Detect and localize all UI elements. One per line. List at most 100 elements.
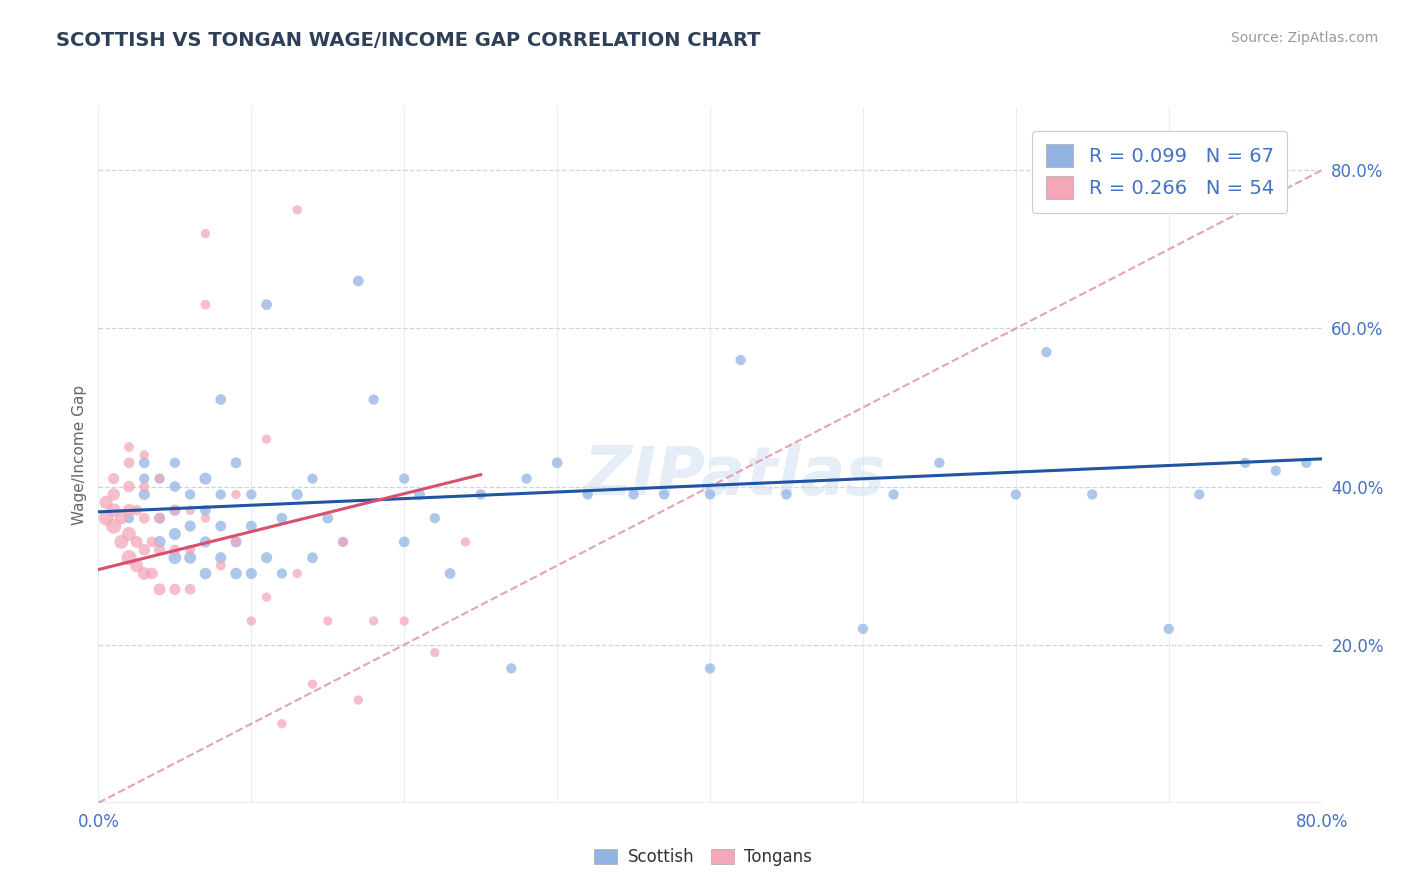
Point <box>118 503 141 517</box>
Point <box>118 479 141 493</box>
Point <box>179 519 201 533</box>
Point <box>392 472 416 486</box>
Point <box>285 202 308 217</box>
Text: SCOTTISH VS TONGAN WAGE/INCOME GAP CORRELATION CHART: SCOTTISH VS TONGAN WAGE/INCOME GAP CORRE… <box>56 31 761 50</box>
Point <box>285 487 308 501</box>
Point <box>179 487 201 501</box>
Point <box>775 487 797 501</box>
Point <box>118 511 141 525</box>
Point <box>225 534 247 549</box>
Point <box>194 227 217 241</box>
Point <box>623 487 645 501</box>
Point <box>134 542 156 557</box>
Point <box>179 503 201 517</box>
Point <box>928 456 950 470</box>
Point <box>163 582 186 597</box>
Point <box>1264 464 1286 478</box>
Point <box>423 646 446 660</box>
Y-axis label: Wage/Income Gap: Wage/Income Gap <box>72 384 87 525</box>
Point <box>110 511 132 525</box>
Point <box>134 472 156 486</box>
Point <box>194 534 217 549</box>
Point <box>256 432 278 446</box>
Point <box>240 519 263 533</box>
Point <box>194 511 217 525</box>
Point <box>470 487 492 501</box>
Point <box>118 440 141 454</box>
Point <box>256 591 278 605</box>
Point <box>392 614 416 628</box>
Point <box>149 511 172 525</box>
Point <box>103 472 125 486</box>
Point <box>209 519 232 533</box>
Point <box>163 542 186 557</box>
Point <box>179 582 201 597</box>
Point <box>332 534 354 549</box>
Point <box>125 503 148 517</box>
Point <box>134 448 156 462</box>
Point <box>163 456 186 470</box>
Point <box>194 566 217 581</box>
Point <box>134 487 156 501</box>
Point <box>256 550 278 565</box>
Point <box>209 558 232 573</box>
Point <box>94 511 117 525</box>
Point <box>134 511 156 525</box>
Point <box>225 456 247 470</box>
Point <box>546 456 568 470</box>
Point <box>699 661 721 675</box>
Point <box>347 274 370 288</box>
Point <box>163 503 186 517</box>
Point <box>134 456 156 470</box>
Point <box>316 614 339 628</box>
Point <box>1157 622 1180 636</box>
Point <box>94 495 117 509</box>
Point <box>1234 456 1257 470</box>
Point <box>240 487 263 501</box>
Point <box>439 566 461 581</box>
Point <box>179 550 201 565</box>
Point <box>125 534 148 549</box>
Point <box>270 716 292 731</box>
Point <box>730 353 752 368</box>
Point <box>149 582 172 597</box>
Legend: Scottish, Tongans: Scottish, Tongans <box>586 840 820 875</box>
Point <box>270 566 292 581</box>
Point <box>332 534 354 549</box>
Point <box>852 622 875 636</box>
Point <box>194 503 217 517</box>
Point <box>225 534 247 549</box>
Legend: R = 0.099   N = 67, R = 0.266   N = 54: R = 0.099 N = 67, R = 0.266 N = 54 <box>1032 130 1288 212</box>
Point <box>163 550 186 565</box>
Point <box>225 487 247 501</box>
Point <box>454 534 477 549</box>
Point <box>118 527 141 541</box>
Point <box>103 503 125 517</box>
Point <box>240 614 263 628</box>
Point <box>301 472 323 486</box>
Point <box>316 511 339 525</box>
Point <box>179 542 201 557</box>
Point <box>110 534 132 549</box>
Point <box>347 693 370 707</box>
Point <box>134 479 156 493</box>
Point <box>163 527 186 541</box>
Point <box>194 472 217 486</box>
Point <box>163 479 186 493</box>
Point <box>125 558 148 573</box>
Point <box>301 677 323 691</box>
Point <box>501 661 523 675</box>
Point <box>141 534 163 549</box>
Point <box>118 456 141 470</box>
Point <box>149 511 172 525</box>
Point <box>516 472 538 486</box>
Point <box>301 550 323 565</box>
Point <box>1188 487 1211 501</box>
Point <box>652 487 675 501</box>
Point <box>699 487 721 501</box>
Text: ZIPatlas: ZIPatlas <box>583 442 886 508</box>
Point <box>408 487 430 501</box>
Point <box>1004 487 1026 501</box>
Point <box>209 550 232 565</box>
Point <box>1295 456 1317 470</box>
